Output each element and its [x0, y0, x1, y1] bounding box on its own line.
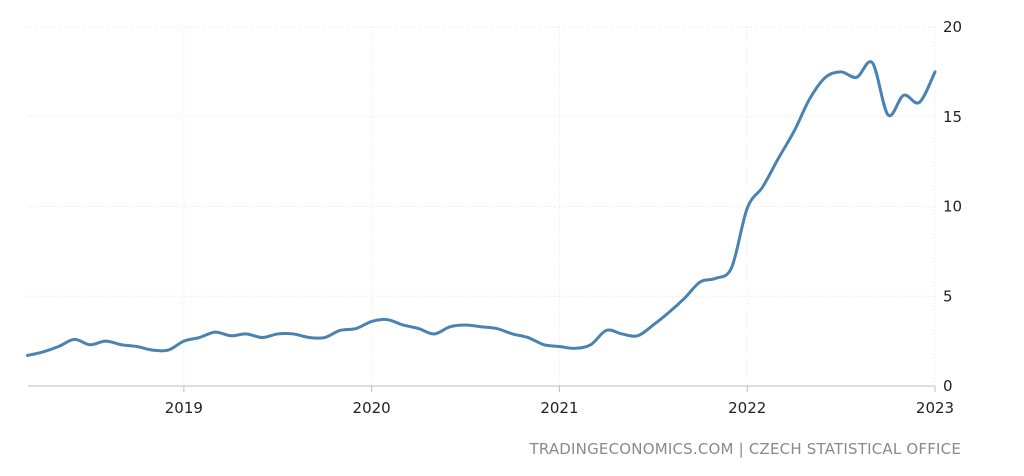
data-point — [26, 354, 29, 357]
data-point — [402, 323, 405, 326]
data-point — [339, 329, 342, 332]
data-point — [511, 332, 514, 335]
data-point — [464, 323, 467, 326]
data-point — [88, 343, 91, 346]
data-point — [840, 70, 843, 73]
data-point — [214, 331, 217, 334]
data-point — [714, 277, 717, 280]
data-point — [620, 332, 623, 335]
y-tick-label: 10 — [943, 198, 962, 216]
data-point — [902, 94, 905, 97]
data-point — [135, 345, 138, 348]
x-tick-label: 2023 — [916, 399, 954, 417]
data-point — [777, 157, 780, 160]
axes — [28, 385, 936, 392]
x-tick-label: 2021 — [540, 399, 578, 417]
grid — [28, 26, 936, 386]
data-point — [793, 130, 796, 133]
data-point — [245, 332, 248, 335]
x-tick-label: 2020 — [353, 399, 391, 417]
data-point — [308, 336, 311, 339]
data-point — [386, 318, 389, 321]
series — [25, 60, 937, 357]
data-point — [198, 336, 201, 339]
data-point — [370, 320, 373, 323]
y-tick-label: 20 — [943, 18, 962, 36]
data-point — [323, 336, 326, 339]
data-point — [167, 349, 170, 352]
data-point — [73, 338, 76, 341]
series-line — [25, 60, 937, 357]
data-point — [120, 343, 123, 346]
data-point — [355, 327, 358, 330]
data-point — [934, 70, 937, 73]
data-point — [589, 343, 592, 346]
data-point — [527, 336, 530, 339]
data-point — [57, 345, 60, 348]
data-point — [855, 76, 858, 79]
data-point — [871, 61, 874, 64]
data-point — [42, 350, 45, 353]
x-tick-label: 2022 — [728, 399, 766, 417]
data-point — [480, 325, 483, 328]
data-point — [683, 297, 686, 300]
data-point — [495, 327, 498, 330]
data-point — [276, 332, 279, 335]
data-point — [104, 340, 107, 343]
y-tick-labels: 0 5 10 15 20 — [943, 18, 962, 395]
y-tick-label: 0 — [943, 377, 953, 395]
x-tick-label: 2019 — [165, 399, 203, 417]
data-point — [292, 332, 295, 335]
data-point — [605, 329, 608, 332]
data-point — [761, 185, 764, 188]
data-point — [261, 336, 264, 339]
data-point — [918, 101, 921, 104]
data-point — [652, 323, 655, 326]
data-point — [824, 76, 827, 79]
data-point — [574, 347, 577, 350]
data-point — [182, 340, 185, 343]
data-point — [730, 266, 733, 269]
y-tick-label: 5 — [943, 287, 953, 305]
data-point — [808, 97, 811, 100]
data-point — [433, 332, 436, 335]
y-tick-label: 15 — [943, 108, 962, 126]
data-point — [558, 345, 561, 348]
data-point — [699, 280, 702, 283]
data-point — [417, 327, 420, 330]
x-tick-labels: 2019 2020 2021 2022 2023 — [165, 399, 954, 417]
data-point — [151, 349, 154, 352]
data-point — [887, 113, 890, 116]
source-attribution: TRADINGECONOMICS.COM | CZECH STATISTICAL… — [529, 440, 961, 458]
data-point — [746, 207, 749, 210]
data-point — [229, 334, 232, 337]
data-point — [667, 311, 670, 314]
data-point — [636, 334, 639, 337]
data-point — [448, 325, 451, 328]
data-point — [542, 343, 545, 346]
